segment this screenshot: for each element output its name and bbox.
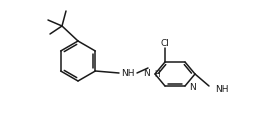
Text: N: N [143, 69, 150, 78]
Text: H: H [154, 70, 160, 79]
Text: NH: NH [215, 85, 228, 94]
Text: Cl: Cl [161, 38, 170, 47]
Text: N: N [189, 84, 196, 92]
Text: NH: NH [121, 69, 135, 77]
